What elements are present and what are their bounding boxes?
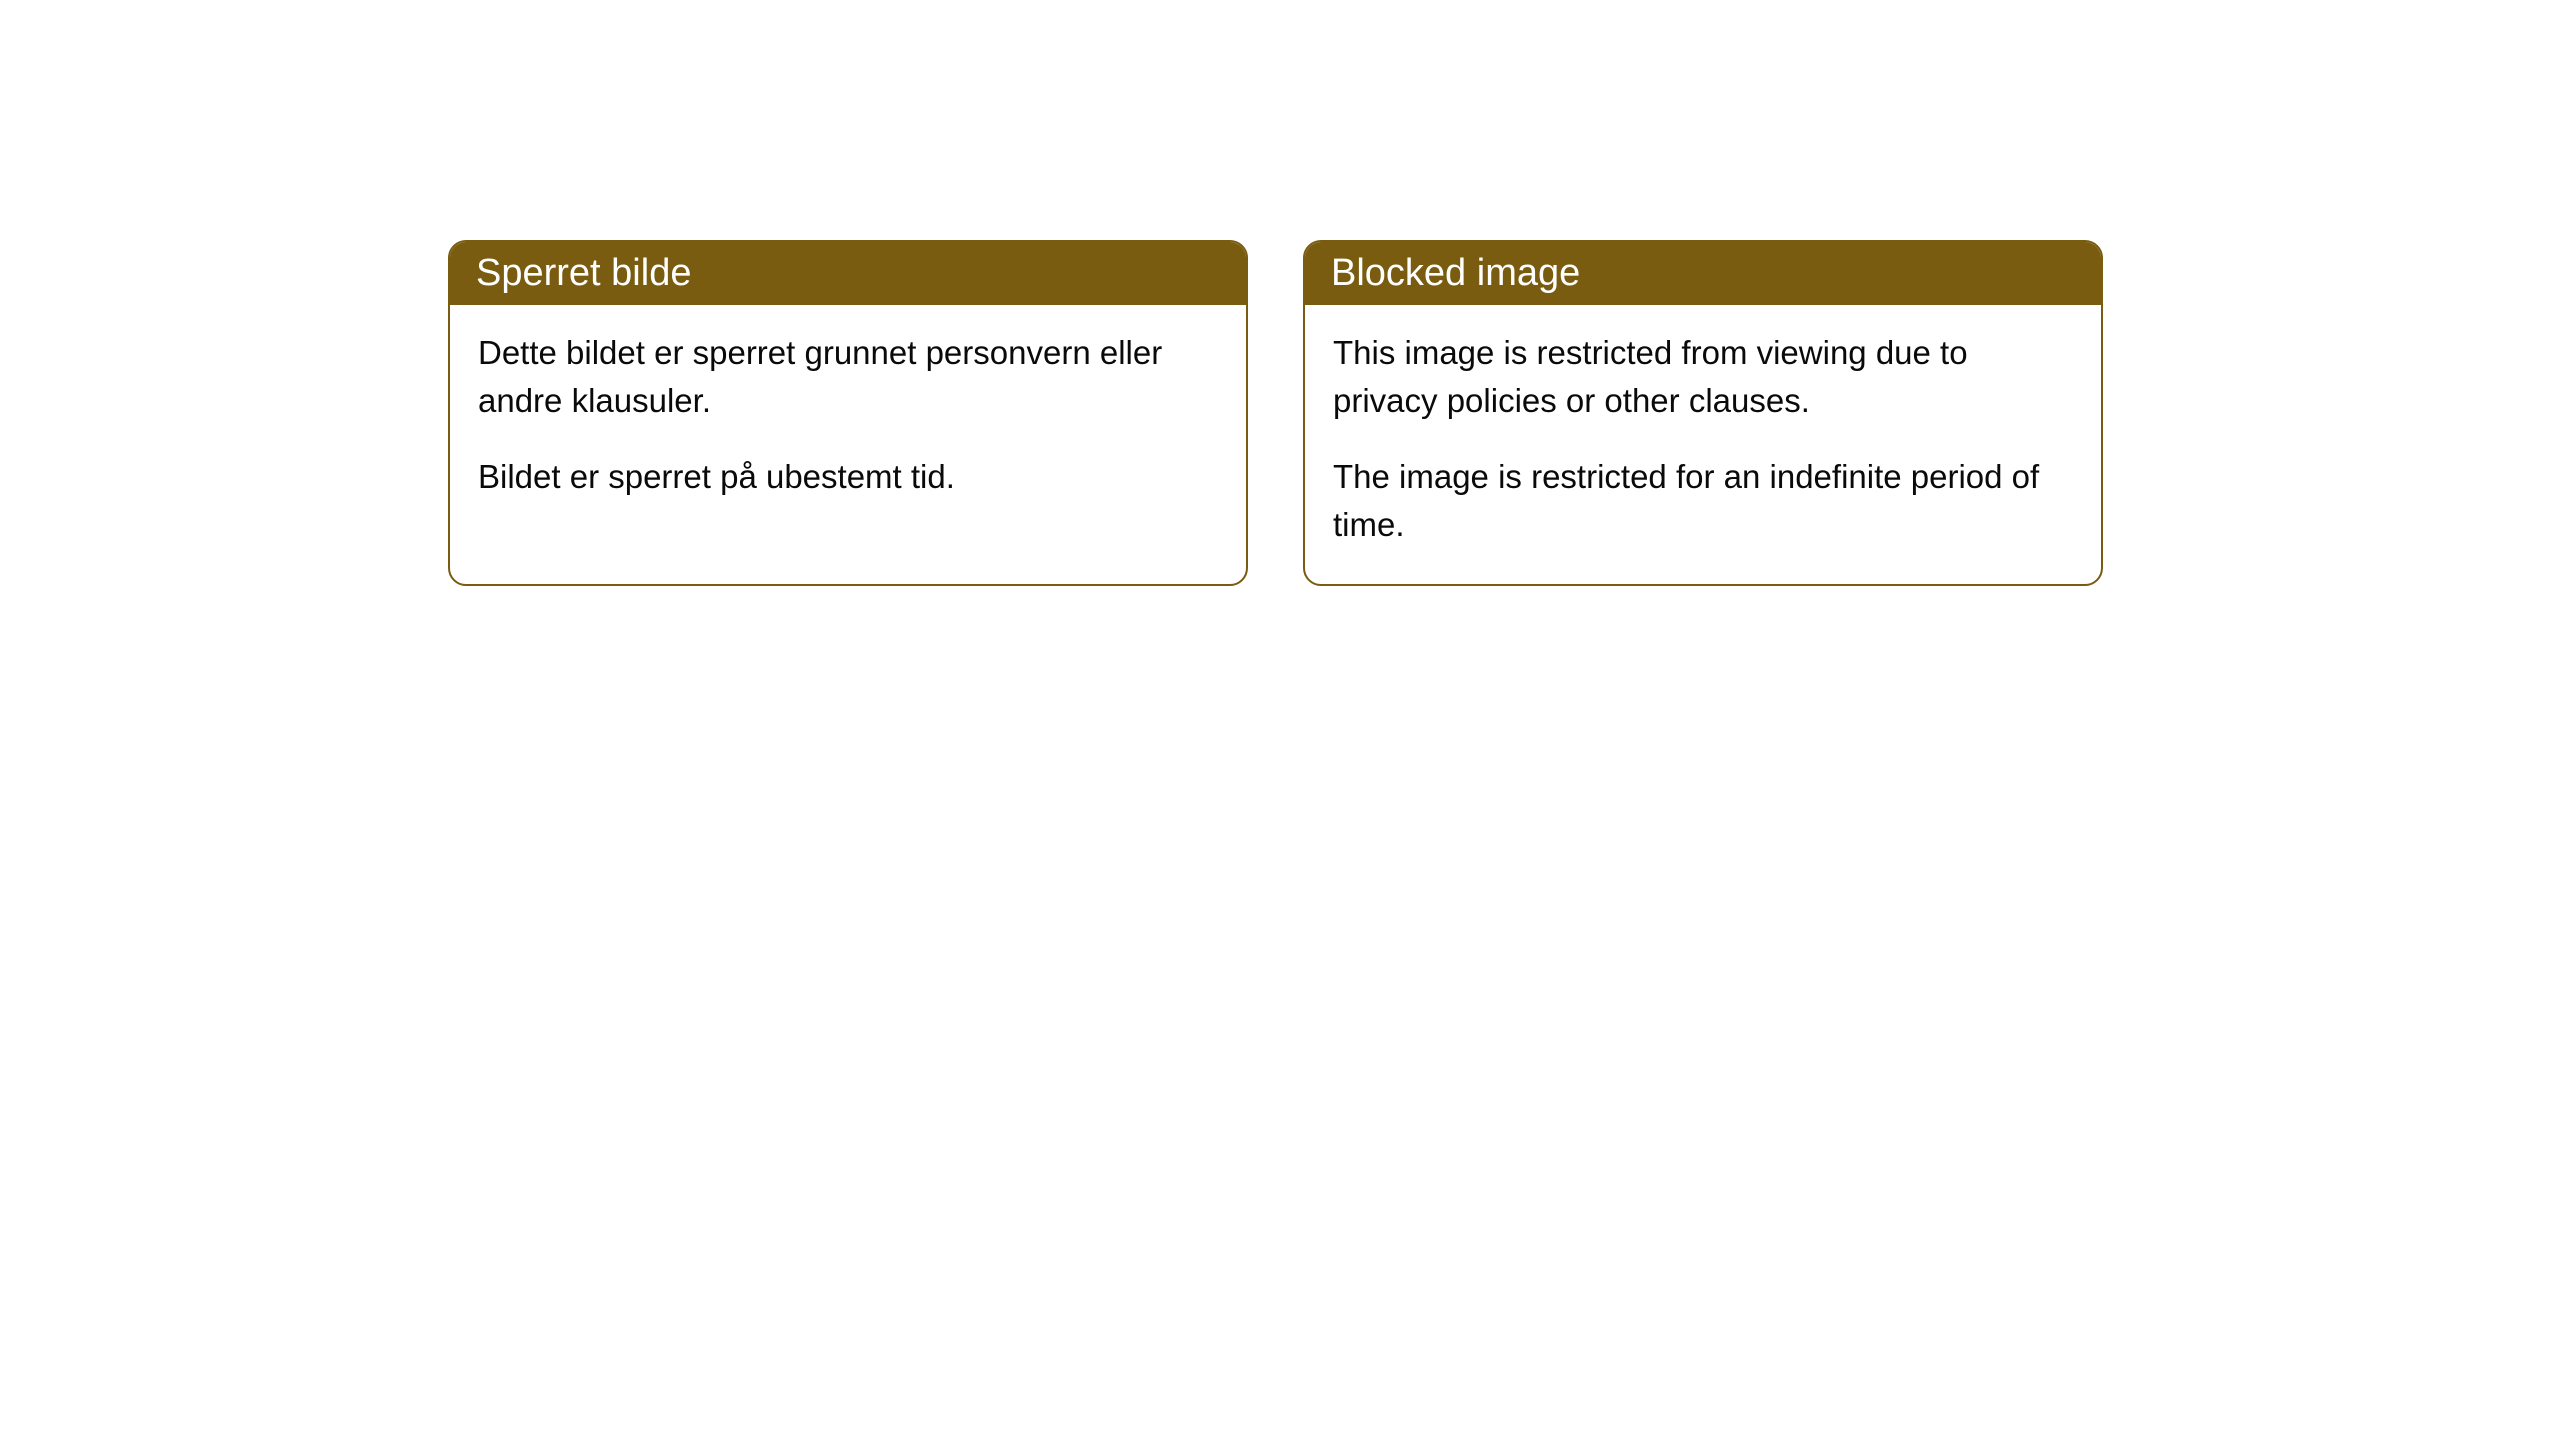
card-body: Dette bildet er sperret grunnet personve… (450, 305, 1246, 537)
card-header: Sperret bilde (450, 242, 1246, 305)
card-paragraph: Bildet er sperret på ubestemt tid. (478, 453, 1218, 501)
card-body: This image is restricted from viewing du… (1305, 305, 2101, 584)
card-paragraph: Dette bildet er sperret grunnet personve… (478, 329, 1218, 425)
notice-card-norwegian: Sperret bilde Dette bildet er sperret gr… (448, 240, 1248, 586)
card-paragraph: This image is restricted from viewing du… (1333, 329, 2073, 425)
notice-cards-container: Sperret bilde Dette bildet er sperret gr… (448, 240, 2103, 586)
card-title: Blocked image (1331, 252, 1580, 294)
notice-card-english: Blocked image This image is restricted f… (1303, 240, 2103, 586)
card-paragraph: The image is restricted for an indefinit… (1333, 453, 2073, 549)
card-title: Sperret bilde (476, 252, 691, 294)
card-header: Blocked image (1305, 242, 2101, 305)
